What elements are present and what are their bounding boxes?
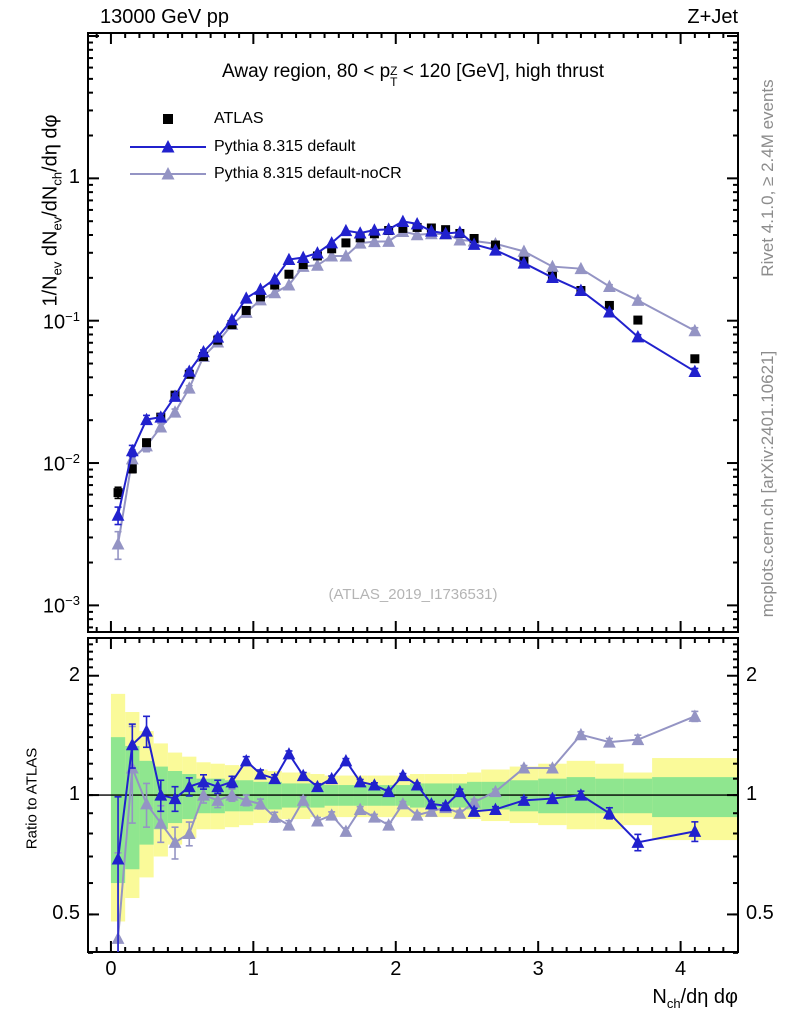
- x-tick-label: 0: [105, 958, 117, 980]
- x-tick-label: 3: [532, 958, 544, 980]
- axis-ticks: [88, 33, 738, 954]
- header-beam-energy: 13000 GeV pp: [100, 6, 229, 28]
- data-marker-icon: [163, 114, 173, 124]
- legend-item: Pythia 8.315 default-noCR: [128, 161, 402, 187]
- y-ratio-tick-label-left: 1: [68, 783, 80, 806]
- analysis-watermark: (ATLAS_2019_I1736531): [328, 586, 498, 603]
- legend-item: ATLAS: [128, 106, 264, 132]
- y-ratio-tick-label-right: 1: [746, 783, 758, 806]
- mc-line-marker-icon: [130, 167, 206, 180]
- y-ratio-tick-label-right: 2: [746, 663, 758, 686]
- side-note-site: mcplots.cern.ch [arXiv:2401.10621]: [758, 350, 777, 618]
- series-pythia-default: [111, 214, 702, 526]
- y-ratio-tick-label-right: 0.5: [746, 902, 774, 925]
- side-note-generator: Rivet 4.1.0, ≥ 2.4M events: [758, 79, 777, 277]
- header-process: Z+Jet: [687, 6, 738, 28]
- y-ratio-tick-label-left: 0.5: [52, 902, 80, 925]
- legend-item-label: ATLAS: [214, 110, 264, 127]
- x-axis-title: Nch/dη dφ: [652, 986, 738, 1011]
- main-panel-frame: [87, 32, 739, 633]
- mc-line-marker-icon: [130, 139, 206, 152]
- x-tick-label: 1: [247, 958, 259, 980]
- series-pythia-nocr: [111, 224, 702, 561]
- series-atlas-data: [113, 222, 700, 500]
- legend-item-label: Pythia 8.315 default: [214, 137, 356, 155]
- y-main-tick-label: 10−2: [42, 451, 80, 476]
- uncertainty-bands: [110, 693, 738, 922]
- x-tick-label: 4: [675, 958, 687, 980]
- y-main-tick-label: 10−3: [42, 593, 80, 619]
- y-ratio-tick-label-left: 2: [68, 663, 80, 686]
- ratio-pythia-default: [111, 715, 702, 952]
- x-tick-label: 2: [390, 958, 402, 980]
- y-main-tick-label: 10−1: [42, 308, 80, 334]
- legend-item-label: Pythia 8.315 default-noCR: [214, 165, 402, 182]
- y-main-tick-label: 1: [68, 166, 80, 189]
- legend-item: Pythia 8.315 default: [128, 134, 355, 160]
